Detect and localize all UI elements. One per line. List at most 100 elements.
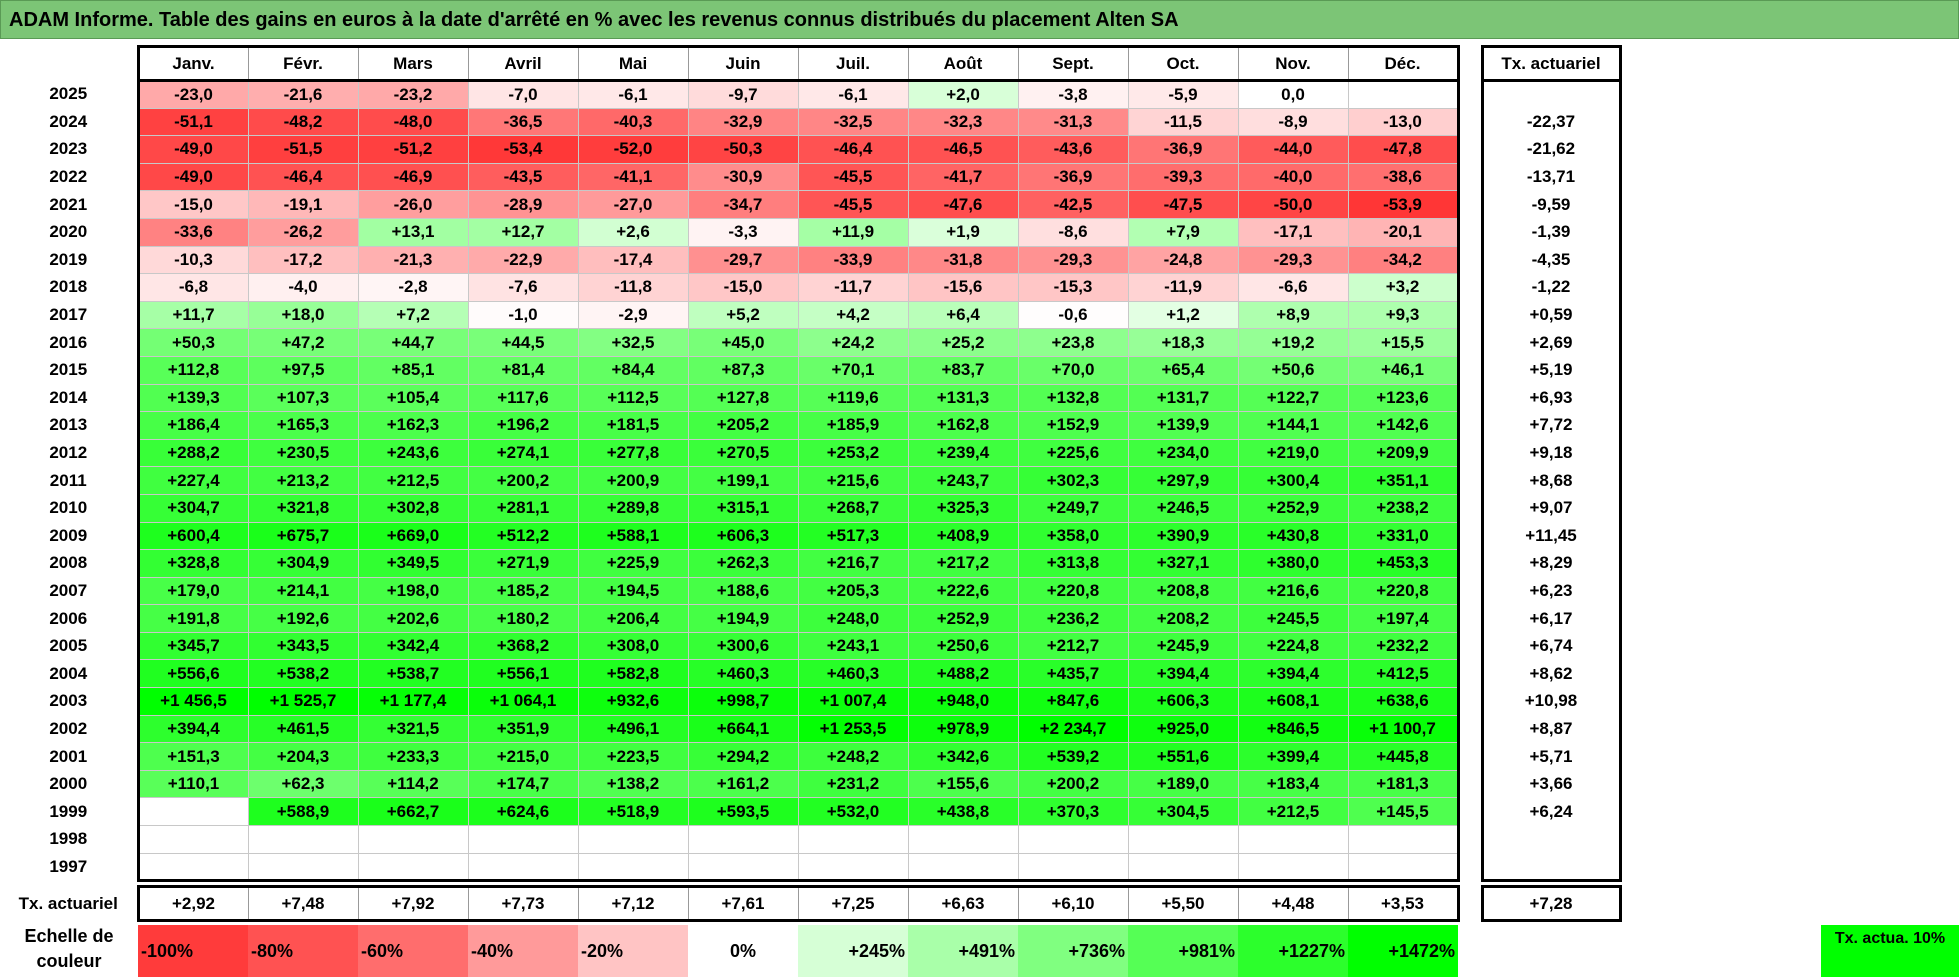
gain-cell: +1 064,1 [467, 687, 579, 716]
gain-cell: +394,4 [1237, 659, 1349, 689]
gain-cell: +162,8 [907, 411, 1019, 440]
tx-actuariel-cell [1480, 825, 1622, 854]
gain-cell [467, 825, 579, 854]
month-header: Mai [577, 45, 689, 82]
gain-cell: +978,9 [907, 714, 1019, 744]
tx-actuariel-cell: -1,22 [1480, 273, 1622, 302]
gain-cell [357, 825, 469, 854]
gain-cell: +205,2 [687, 411, 799, 440]
gain-cell: -48,2 [247, 107, 359, 137]
column-gap [1458, 328, 1482, 357]
gain-cell: -33,9 [797, 245, 909, 275]
gain-cell: +220,8 [1017, 576, 1129, 606]
year-label: 2025 [49, 84, 88, 104]
gain-cell: +217,2 [907, 549, 1019, 578]
gain-cell: +192,6 [247, 604, 359, 633]
gain-cell [1017, 852, 1129, 883]
gain-cell: -6,1 [797, 80, 909, 109]
gain-cell: -50,3 [687, 135, 799, 164]
gain-cell: +664,1 [687, 714, 799, 744]
column-gap [1458, 632, 1482, 660]
gain-cell: +243,7 [907, 466, 1019, 495]
column-gap [1458, 853, 1482, 881]
gain-cell: -26,2 [247, 217, 359, 247]
gain-cell: +297,9 [1127, 466, 1239, 495]
gain-cell: -51,2 [357, 135, 469, 164]
footer-tx-cell: +7,25 [797, 885, 909, 923]
gain-cell: -15,6 [907, 273, 1019, 302]
year-row: 2024 -51,1 -48,2 -48,0 -36,5 -40,3 -32,9 -32,5-… [0, 107, 1622, 137]
gain-cell: +380,0 [1237, 549, 1349, 578]
gain-cell [136, 852, 249, 883]
scale-swatch: +736% [1018, 925, 1128, 977]
gain-cell: +460,3 [797, 659, 909, 689]
gain-cell: +8,9 [1237, 300, 1349, 330]
month-header: Juin [687, 45, 799, 82]
gain-cell: +399,4 [1237, 742, 1349, 771]
year-row: 2007 +179,0 +214,1 +198,0 +185,2 +194,5 +188,6… [0, 576, 1622, 606]
gain-cell [1237, 825, 1349, 854]
header-corner [0, 47, 138, 81]
tx-actuariel-cell: +6,17 [1480, 604, 1622, 633]
tx-actuariel-cell: -22,37 [1480, 108, 1622, 136]
year-row: 2017 +11,7 +18,0 +7,2 -1,0 -2,9 +5,2 +4,2 +6,4 -0… [0, 300, 1622, 330]
column-gap [1458, 825, 1482, 854]
year-row: 2021 -15,0 -19,1 -26,0 -28,9 -27,0 -34,7 -45,5-… [0, 190, 1622, 219]
footer-tx-cell: +4,48 [1237, 885, 1349, 923]
gain-cell: -11,5 [1127, 107, 1239, 137]
column-gap [1458, 659, 1482, 688]
gain-cell: +65,4 [1127, 355, 1239, 385]
gain-cell: -7,6 [467, 273, 579, 302]
gain-cell [357, 852, 469, 883]
gain-cell [1237, 852, 1349, 883]
gain-cell: +161,2 [687, 769, 799, 799]
gain-cell: -53,4 [467, 135, 579, 164]
gain-cell: -38,6 [1347, 162, 1460, 192]
gain-cell: +117,6 [467, 383, 579, 413]
month-header: Juil. [797, 45, 909, 82]
year-label: 2020 [49, 222, 88, 242]
year-label: 2008 [49, 553, 88, 573]
gain-cell: +246,5 [1127, 493, 1239, 523]
gain-cell: +2 234,7 [1017, 714, 1129, 744]
gain-cell: +197,4 [1347, 604, 1460, 633]
gain-cell: +248,2 [797, 742, 909, 771]
gain-cell: +331,0 [1347, 521, 1460, 551]
gain-cell: -30,9 [687, 162, 799, 192]
gain-cell: +556,1 [467, 659, 579, 689]
year-row: 2012 +288,2 +230,5 +243,6 +274,1 +277,8 +270,5… [0, 438, 1622, 468]
column-gap [1458, 770, 1482, 798]
gain-cell: -46,4 [247, 162, 359, 192]
gain-cell: +44,7 [357, 328, 469, 357]
gain-cell: +262,3 [687, 549, 799, 578]
scale-swatch: -20% [578, 925, 688, 977]
gain-cell: -17,1 [1237, 217, 1349, 247]
gain-cell: -49,0 [136, 135, 249, 164]
gain-cell: -34,7 [687, 190, 799, 219]
gain-cell: +70,0 [1017, 355, 1129, 385]
year-label: 2018 [49, 277, 88, 297]
gain-cell: +232,2 [1347, 631, 1460, 661]
gain-cell: +181,3 [1347, 769, 1460, 799]
column-gap [1458, 577, 1482, 605]
gain-cell: +624,6 [467, 797, 579, 827]
gain-cell: +321,8 [247, 493, 359, 523]
gain-cell: +238,2 [1347, 493, 1460, 523]
tx-actuariel-cell: +6,93 [1480, 384, 1622, 412]
gain-cell: +87,3 [687, 355, 799, 385]
column-gap [1458, 742, 1482, 771]
year-row: 2003 +1 456,5 +1 525,7 +1 177,4 +1 064,1 +932… [0, 687, 1622, 716]
gain-cell: +268,7 [797, 493, 909, 523]
year-row: 2000 +110,1 +62,3 +114,2 +174,7 +138,2 +161,2 +… [0, 769, 1622, 799]
gain-cell: -1,0 [467, 300, 579, 330]
gain-cell: +294,2 [687, 742, 799, 771]
gain-cell: +252,9 [907, 604, 1019, 633]
gain-cell: +325,3 [907, 493, 1019, 523]
gain-cell: -46,4 [797, 135, 909, 164]
year-label: 2002 [49, 718, 88, 738]
gain-cell: +342,4 [357, 631, 469, 661]
gain-cell: +183,4 [1237, 769, 1349, 799]
column-gap [1458, 549, 1482, 578]
year-row: 2019 -10,3 -17,2 -21,3 -22,9 -17,4 -29,7 -33,9-… [0, 245, 1622, 275]
gain-cell: -46,9 [357, 162, 469, 192]
